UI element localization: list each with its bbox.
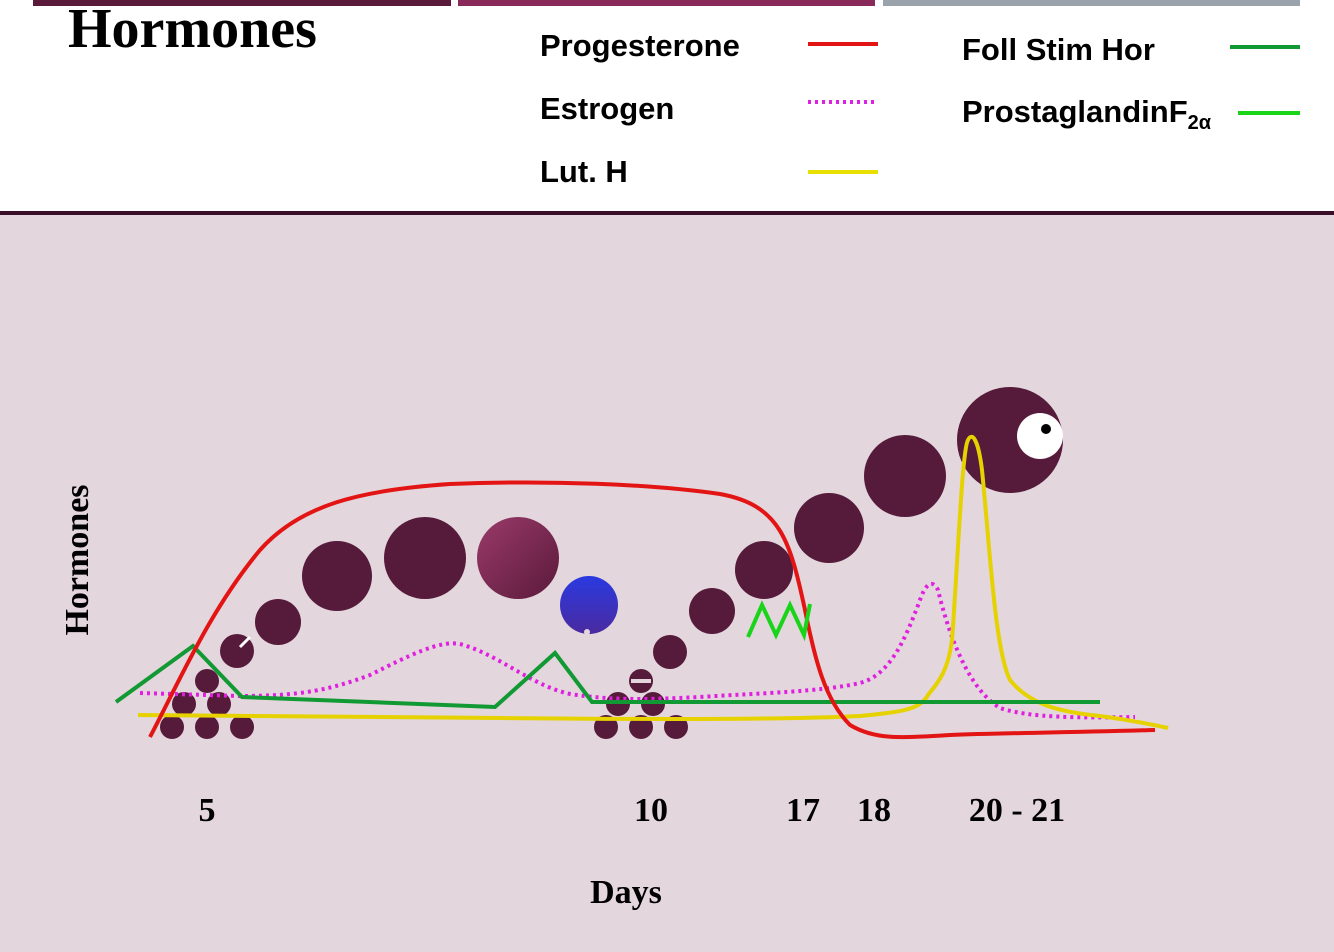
legend-label-progesterone: Progesterone [540,28,740,63]
legend-swatch-progesterone [808,42,878,46]
follicle-wave-2 [653,387,1063,669]
oocyte [1017,413,1063,459]
plot-area [0,215,1334,952]
follicle-marker [631,679,651,683]
header-bar-middle [458,0,875,6]
foll-stim-hor-curve [114,643,1100,710]
follicle [794,493,864,563]
legend-swatch-lut-h [808,170,878,174]
progesterone-curve [148,480,1156,740]
prostaglandin-pulse [746,600,812,642]
follicle [230,715,254,739]
legend-swatch-foll-stim-hor [1230,45,1300,49]
legend-swatch-prostaglandin [1238,111,1300,115]
follicle-cluster-day5 [160,669,254,739]
dominant-follicle [477,517,559,599]
x-tick-day5: 5 [199,792,216,829]
x-tick-day10: 10 [634,792,668,829]
legend-label-estrogen: Estrogen [540,91,675,126]
legend-label-prostaglandin-subscript: 2α [1187,112,1212,135]
follicle [160,715,184,739]
ovulation-mark [238,635,252,649]
legend-label-lut-h: Lut. H [540,154,628,189]
follicle [255,599,301,645]
follicle [384,517,466,599]
follicle [689,588,735,634]
legend-label-foll-stim-hor: Foll Stim Hor [962,32,1155,67]
follicle [172,692,196,716]
follicle [302,541,372,611]
page-title: Hormones [68,0,317,60]
header-bar-left [33,0,451,6]
follicle [207,692,231,716]
x-tick-day17: 17 [786,792,820,829]
follicle [195,669,219,693]
header-bar-right [883,0,1300,6]
follicle [594,715,618,739]
x-tick-day18: 18 [857,792,891,829]
y-axis-label: Hormones [59,484,96,635]
legend-label-prostaglandin-text: ProstaglandinF [962,94,1188,129]
follicle-wave-1 [220,517,618,668]
follicle [664,715,688,739]
oocyte-nucleus [1041,424,1051,434]
estrogen-curve [139,581,1136,720]
follicle [735,541,793,599]
follicle [864,435,946,517]
x-axis-label: Days [590,874,662,911]
follicle [653,635,687,669]
corpus-luteum [560,576,618,634]
follicle [629,715,653,739]
x-tick-day20-21: 20 - 21 [969,792,1065,829]
follicle [195,715,219,739]
header-divider [0,211,1334,215]
corpus-luteum-notch [584,629,590,635]
legend-label-prostaglandin: ProstaglandinF2α [962,92,1211,143]
